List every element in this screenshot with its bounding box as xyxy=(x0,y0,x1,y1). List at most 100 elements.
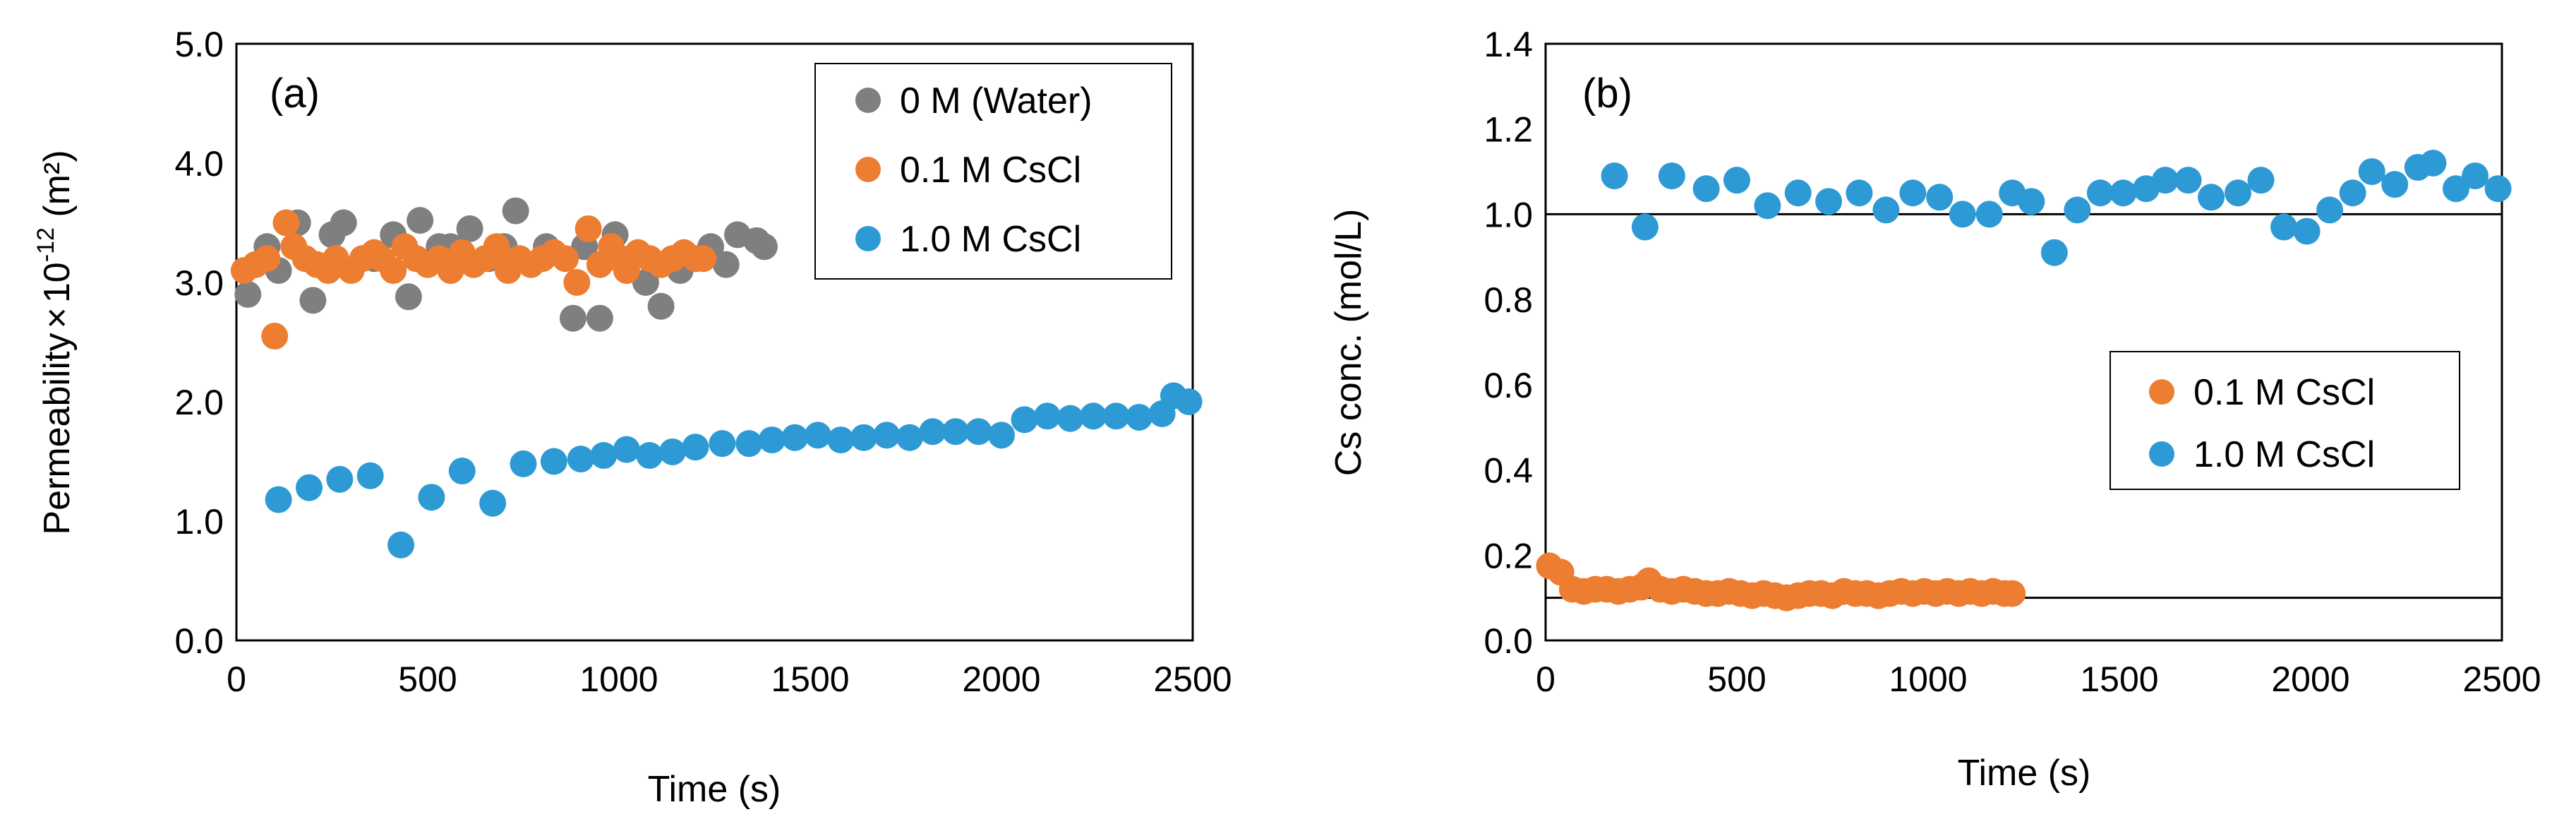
data-point-series-0 xyxy=(395,283,422,311)
plot-area-b xyxy=(1544,42,2503,642)
x-tick-label: 500 xyxy=(1707,659,1766,699)
data-point-series-2 xyxy=(781,424,809,451)
data-point-series-1 xyxy=(2462,162,2489,190)
panel-label-a: (a) xyxy=(270,71,320,117)
data-point-series-2 xyxy=(418,484,445,511)
y-tick-label: 3.0 xyxy=(174,263,224,303)
legend-marker-01m-b xyxy=(2149,379,2174,405)
legend-label-01m-b: 0.1 M CsCl xyxy=(2193,372,2375,413)
data-point-series-1 xyxy=(2381,171,2409,198)
data-point-series-1 xyxy=(1899,179,1927,207)
panel-b: 0.0 0.2 0.4 0.6 0.8 1.0 1.2 1.4 0 500 1000 1500 200… xyxy=(1328,25,2541,794)
legend-label-water: 0 M (Water) xyxy=(900,80,1093,121)
data-point-series-0 xyxy=(586,304,613,332)
data-point-series-1 xyxy=(1926,184,1954,211)
data-point-series-2 xyxy=(1034,402,1061,430)
x-tick-label: 0 xyxy=(227,659,246,699)
legend-label-10m-a: 1.0 M CsCl xyxy=(900,219,1081,260)
data-point-series-2 xyxy=(636,442,663,470)
data-point-series-2 xyxy=(658,438,686,465)
legend-a: 0 M (Water) 0.1 M CsCl 1.0 M CsCl xyxy=(814,63,1172,280)
data-point-series-1 xyxy=(1846,179,1873,207)
y-axis-title-a: Permeability × 10-12 (m²) xyxy=(32,150,78,535)
data-point-series-1 xyxy=(1872,196,1900,224)
data-point-series-1 xyxy=(2086,179,2114,207)
x-tick-labels-b: 0 500 1000 1500 2000 2500 xyxy=(1536,659,2541,699)
data-point-series-1 xyxy=(2316,196,2344,224)
legend-marker-10m-a xyxy=(855,226,881,251)
x-tick-label: 0 xyxy=(1536,659,1555,699)
x-tick-labels-a: 0 500 1000 1500 2000 2500 xyxy=(227,659,1232,699)
x-tick-label: 1500 xyxy=(771,659,849,699)
data-point-series-2 xyxy=(873,422,901,449)
data-point-series-0 xyxy=(559,304,586,332)
legend-box-b xyxy=(2109,351,2460,490)
y-axis-title-main-a: Permeability xyxy=(37,333,78,535)
x-tick-label: 2500 xyxy=(2462,659,2541,699)
data-point-series-2 xyxy=(1102,402,1130,430)
data-point-series-1 xyxy=(380,257,407,285)
data-point-series-2 xyxy=(758,426,786,454)
data-point-series-1 xyxy=(2018,188,2045,215)
data-point-series-2 xyxy=(295,474,323,501)
data-point-series-2 xyxy=(827,426,855,454)
data-point-series-1 xyxy=(1631,213,1659,241)
y-axis-title-unit-a: (m²) xyxy=(37,150,78,227)
data-point-series-2 xyxy=(356,462,384,489)
data-point-series-1 xyxy=(2225,179,2252,207)
legend-marker-01m-a xyxy=(855,157,881,182)
x-axis-title-a: Time (s) xyxy=(648,769,781,810)
data-point-series-2 xyxy=(709,430,736,458)
data-point-series-2 xyxy=(567,446,594,473)
data-point-series-2 xyxy=(326,465,354,493)
y-tick-label: 0.0 xyxy=(174,621,224,661)
data-point-series-1 xyxy=(1949,201,1976,228)
y-tick-labels-a: 0.0 1.0 2.0 3.0 4.0 5.0 xyxy=(174,25,224,661)
data-point-series-1 xyxy=(2109,179,2137,207)
legend-marker-10m-b xyxy=(2149,441,2174,467)
data-point-series-1 xyxy=(2174,167,2202,194)
data-point-series-1 xyxy=(1723,167,1750,194)
data-point-series-1 xyxy=(2358,158,2385,186)
data-point-series-2 xyxy=(540,448,567,475)
data-point-series-1 xyxy=(483,233,510,261)
data-point-series-0 xyxy=(1999,580,2026,607)
y-tick-label: 1.0 xyxy=(174,502,224,542)
data-point-series-0 xyxy=(456,215,483,242)
data-point-series-2 xyxy=(613,436,640,463)
y-tick-label: 0.8 xyxy=(1483,280,1533,320)
data-point-series-1 xyxy=(2198,184,2225,211)
y-tick-label: 1.2 xyxy=(1483,110,1533,150)
data-point-series-2 xyxy=(682,434,709,461)
data-point-series-0 xyxy=(750,233,778,261)
data-point-series-1 xyxy=(1754,192,1781,220)
data-point-series-1 xyxy=(574,215,602,242)
y-axis-title-base-a: 10 xyxy=(37,262,78,303)
x-tick-label: 1500 xyxy=(2080,659,2158,699)
data-point-series-1 xyxy=(1658,162,1685,190)
data-point-series-0 xyxy=(502,197,529,225)
data-point-series-1 xyxy=(1784,179,1812,207)
y-axis-title-exp-a: -12 xyxy=(32,227,59,262)
data-point-series-2 xyxy=(941,418,969,446)
data-point-series-2 xyxy=(265,486,292,513)
data-point-series-1 xyxy=(1692,175,1720,203)
data-point-series-2 xyxy=(1011,406,1038,434)
points-b xyxy=(1536,150,2512,611)
y-tick-label: 0.2 xyxy=(1483,536,1533,575)
x-tick-label: 1000 xyxy=(1889,659,1967,699)
data-point-series-0 xyxy=(712,251,740,278)
data-point-series-1 xyxy=(1815,188,1843,215)
data-point-series-2 xyxy=(1080,402,1107,430)
data-point-series-1 xyxy=(552,245,579,273)
data-point-series-0 xyxy=(647,292,675,320)
data-point-series-1 xyxy=(2339,179,2366,207)
legend-marker-water xyxy=(855,88,881,113)
data-point-series-0 xyxy=(632,269,659,296)
data-point-series-0 xyxy=(234,280,262,308)
panel-a: 0.01.02.03.04.05.0 0 500 1000 1500 2000 2500 … xyxy=(32,25,1232,810)
data-point-series-1 xyxy=(253,245,281,273)
data-point-series-1 xyxy=(261,323,289,350)
data-point-series-0 xyxy=(299,287,327,314)
